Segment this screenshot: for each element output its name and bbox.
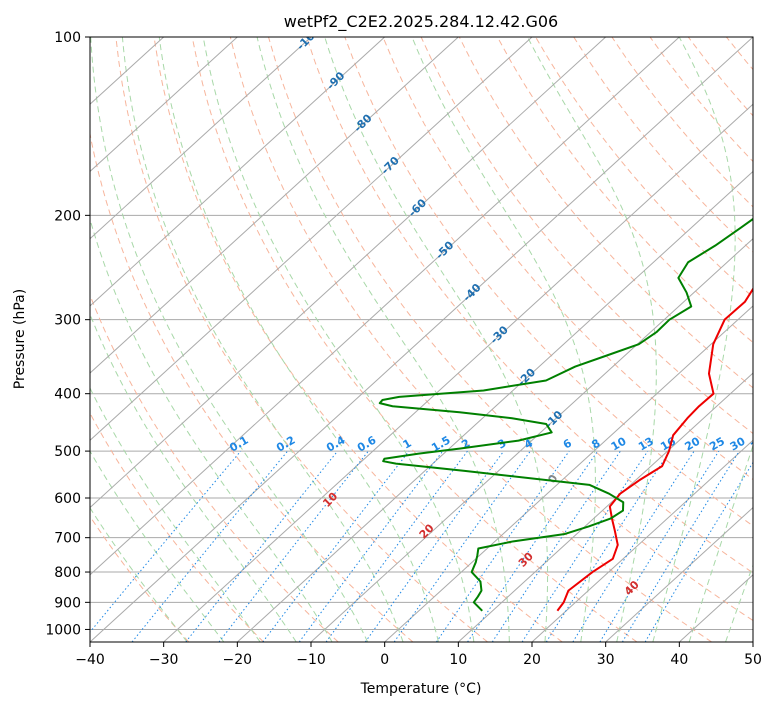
mixing-ratio-line bbox=[621, 450, 740, 642]
dry-adiabat-line bbox=[153, 37, 563, 642]
chart-title: wetPf2_C2E2.2025.284.12.42.G06 bbox=[284, 12, 558, 32]
y-tick-label: 500 bbox=[54, 444, 81, 460]
y-tick-label: 100 bbox=[54, 30, 81, 46]
mixing-ratio-label: 36 bbox=[748, 434, 768, 453]
dry-adiabat-line bbox=[497, 37, 753, 344]
mixing-ratio-line bbox=[131, 450, 288, 642]
moist-adiabat-line bbox=[90, 313, 297, 642]
dry-adiabat-line bbox=[90, 412, 264, 642]
dry-adiabat-line bbox=[191, 37, 638, 642]
moist-adiabat-line bbox=[121, 37, 404, 642]
plot-area: -100-90-80-70-60-50-40-30-20-100.1 0.2 0.4… bbox=[90, 37, 768, 642]
moist-adiabat-line bbox=[158, 37, 439, 642]
isotherm-line bbox=[531, 439, 753, 642]
x-tick-label: −10 bbox=[296, 652, 326, 668]
y-tick-label: 200 bbox=[54, 208, 81, 224]
x-tick-label: 0 bbox=[380, 652, 389, 668]
moist-adiabat-line bbox=[90, 37, 369, 642]
x-tick-label: 20 bbox=[523, 652, 541, 668]
y-tick-label: 900 bbox=[54, 595, 81, 611]
isotherm-line bbox=[90, 37, 607, 509]
isotherm-line bbox=[90, 37, 533, 442]
isotherm-line bbox=[90, 37, 680, 576]
moist-adiabat-line bbox=[256, 37, 510, 642]
moist-adiabat-line bbox=[324, 37, 549, 642]
isotherm-line bbox=[90, 37, 753, 642]
y-tick-label: 600 bbox=[54, 491, 81, 507]
isotherm-line bbox=[163, 103, 753, 642]
y-tick-label: 400 bbox=[54, 387, 81, 403]
x-axis: −40 −30 −20 −10 0 10 20 30 40 50 bbox=[75, 642, 762, 668]
y-tick-label: 700 bbox=[54, 531, 81, 547]
y-axis: 100 200 300 400 500 600 700 800 900 1000 bbox=[45, 30, 90, 638]
dry-adiabat-line bbox=[115, 37, 488, 642]
x-tick-label: −40 bbox=[75, 652, 105, 668]
plot-frame bbox=[89, 36, 754, 643]
x-tick-label: 40 bbox=[670, 652, 688, 668]
moist-adiabat-line bbox=[688, 443, 753, 642]
mixing-ratio-line bbox=[364, 450, 505, 642]
isotherm-line bbox=[605, 506, 753, 642]
isotherms bbox=[90, 37, 753, 642]
x-tick-label: −20 bbox=[223, 652, 253, 668]
temperature-line bbox=[556, 287, 753, 612]
dry-adiabat-line bbox=[306, 37, 753, 574]
isotherm-line bbox=[90, 37, 459, 374]
dewpoint-line bbox=[378, 217, 753, 612]
profiles bbox=[378, 217, 753, 612]
x-tick-label: 50 bbox=[744, 652, 762, 668]
y-axis-title: Pressure (hPa) bbox=[12, 289, 28, 389]
moist-adiabat-line bbox=[90, 450, 225, 642]
isotherm-line bbox=[457, 372, 753, 642]
dry-adiabat-line bbox=[90, 515, 190, 642]
y-tick-label: 1000 bbox=[45, 622, 81, 638]
mixing-ratio-line bbox=[467, 450, 599, 642]
isotherm-line bbox=[310, 237, 753, 642]
isotherm-line bbox=[90, 37, 238, 173]
isotherm-line bbox=[90, 37, 386, 307]
mixing-ratio-line bbox=[436, 450, 570, 642]
x-axis-title: Temperature (°C) bbox=[360, 681, 482, 697]
mixing-ratio-line bbox=[572, 450, 695, 642]
dry-adiabat-line bbox=[268, 37, 753, 622]
moist-adiabat-line bbox=[90, 386, 261, 642]
moist-adiabat-line bbox=[725, 563, 753, 642]
moist-adiabat-line bbox=[90, 506, 188, 642]
y-tick-label: 800 bbox=[54, 565, 81, 581]
mixing-ratio-lines bbox=[90, 450, 753, 642]
y-tick-label: 300 bbox=[54, 313, 81, 329]
isotherm-line bbox=[90, 37, 312, 240]
mixing-ratio-line bbox=[325, 450, 468, 642]
dry-adiabat-line bbox=[90, 131, 414, 642]
moist-adiabat-line bbox=[652, 37, 736, 642]
x-tick-label: 30 bbox=[597, 652, 615, 668]
mixing-ratio-line bbox=[298, 450, 444, 642]
x-tick-label: 10 bbox=[449, 652, 467, 668]
mixing-ratio-line bbox=[90, 450, 242, 633]
x-tick-label: −30 bbox=[149, 652, 179, 668]
mixing-ratio-line bbox=[262, 450, 410, 642]
moist-adiabat-line bbox=[90, 217, 333, 642]
mixing-ratio-line bbox=[393, 450, 531, 642]
dry-adiabat-line bbox=[535, 37, 753, 298]
mixing-ratio-line bbox=[491, 450, 621, 642]
isotherm-line bbox=[236, 170, 753, 642]
mixing-ratio-line bbox=[185, 450, 338, 642]
mixing-ratio-line bbox=[545, 450, 671, 642]
moist-adiabat-line bbox=[202, 37, 475, 642]
